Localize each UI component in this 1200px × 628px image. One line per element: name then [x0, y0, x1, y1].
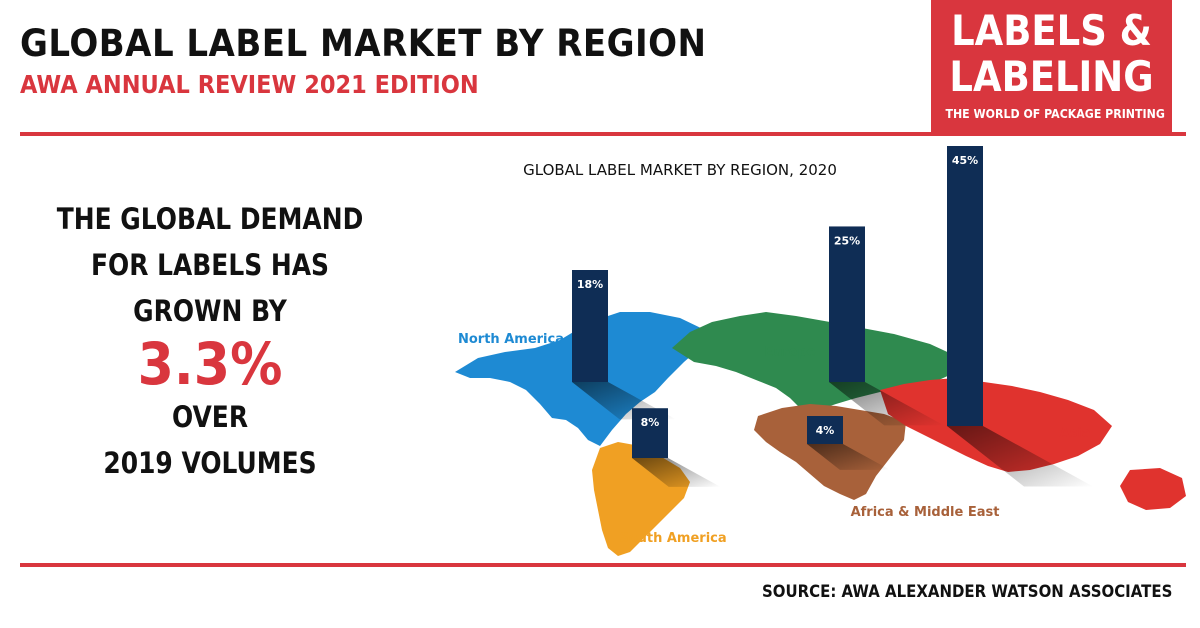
region-label-africa-middle-east: Africa & Middle East [851, 505, 1000, 520]
bar-south-america [632, 408, 668, 458]
top-divider [20, 132, 1186, 136]
bar-label-south-america: 8% [641, 416, 660, 429]
bottom-divider [20, 563, 1186, 567]
page-title: GLOBAL LABEL MARKET BY REGION [20, 22, 707, 65]
callout-line-3: GROWN BY [133, 294, 287, 328]
region-label-south-america: South America [619, 531, 726, 546]
page-subtitle: AWA ANNUAL REVIEW 2021 EDITION [20, 70, 479, 99]
bar-north-america [572, 270, 608, 382]
brand-line-2: LABELING [949, 52, 1154, 101]
europe-region [672, 312, 956, 410]
callout-line-4: OVER [171, 400, 249, 434]
chart-title: GLOBAL LABEL MARKET BY REGION, 2020 [523, 161, 837, 179]
bar-shadow-europe [829, 382, 944, 426]
growth-value: 3.3% [137, 330, 283, 398]
asia-region [880, 378, 1186, 510]
region-label-north-america: North America [458, 332, 564, 347]
bar-label-north-america: 18% [577, 278, 603, 291]
region-label-asia: Asia [1059, 426, 1090, 441]
brand-logo: LABELS & LABELING THE WORLD OF PACKAGE P… [931, 0, 1172, 132]
callout-line-5: 2019 VOLUMES [103, 446, 317, 480]
bar-shadow-asia [947, 426, 1093, 487]
callout-line-1: THE GLOBAL DEMAND [56, 202, 364, 236]
brand-line-1: LABELS & [951, 6, 1152, 55]
callout-line-2: FOR LABELS HAS [90, 248, 330, 282]
region-label-europe: Europe [764, 345, 816, 360]
bar-asia [947, 146, 983, 426]
source-credit: SOURCE: AWA ALEXANDER WATSON ASSOCIATES [761, 582, 1172, 602]
brand-tagline: THE WORLD OF PACKAGE PRINTING [945, 106, 1165, 121]
bar-shadow-south-america [632, 458, 721, 487]
bar-africa-middle-east [807, 416, 843, 444]
bar-europe [829, 226, 865, 382]
bar-shadow-africa-middle-east [807, 444, 890, 470]
bar-label-africa-middle-east: 4% [816, 424, 835, 437]
bar-label-europe: 25% [834, 234, 860, 247]
bar-label-asia: 45% [952, 154, 978, 167]
